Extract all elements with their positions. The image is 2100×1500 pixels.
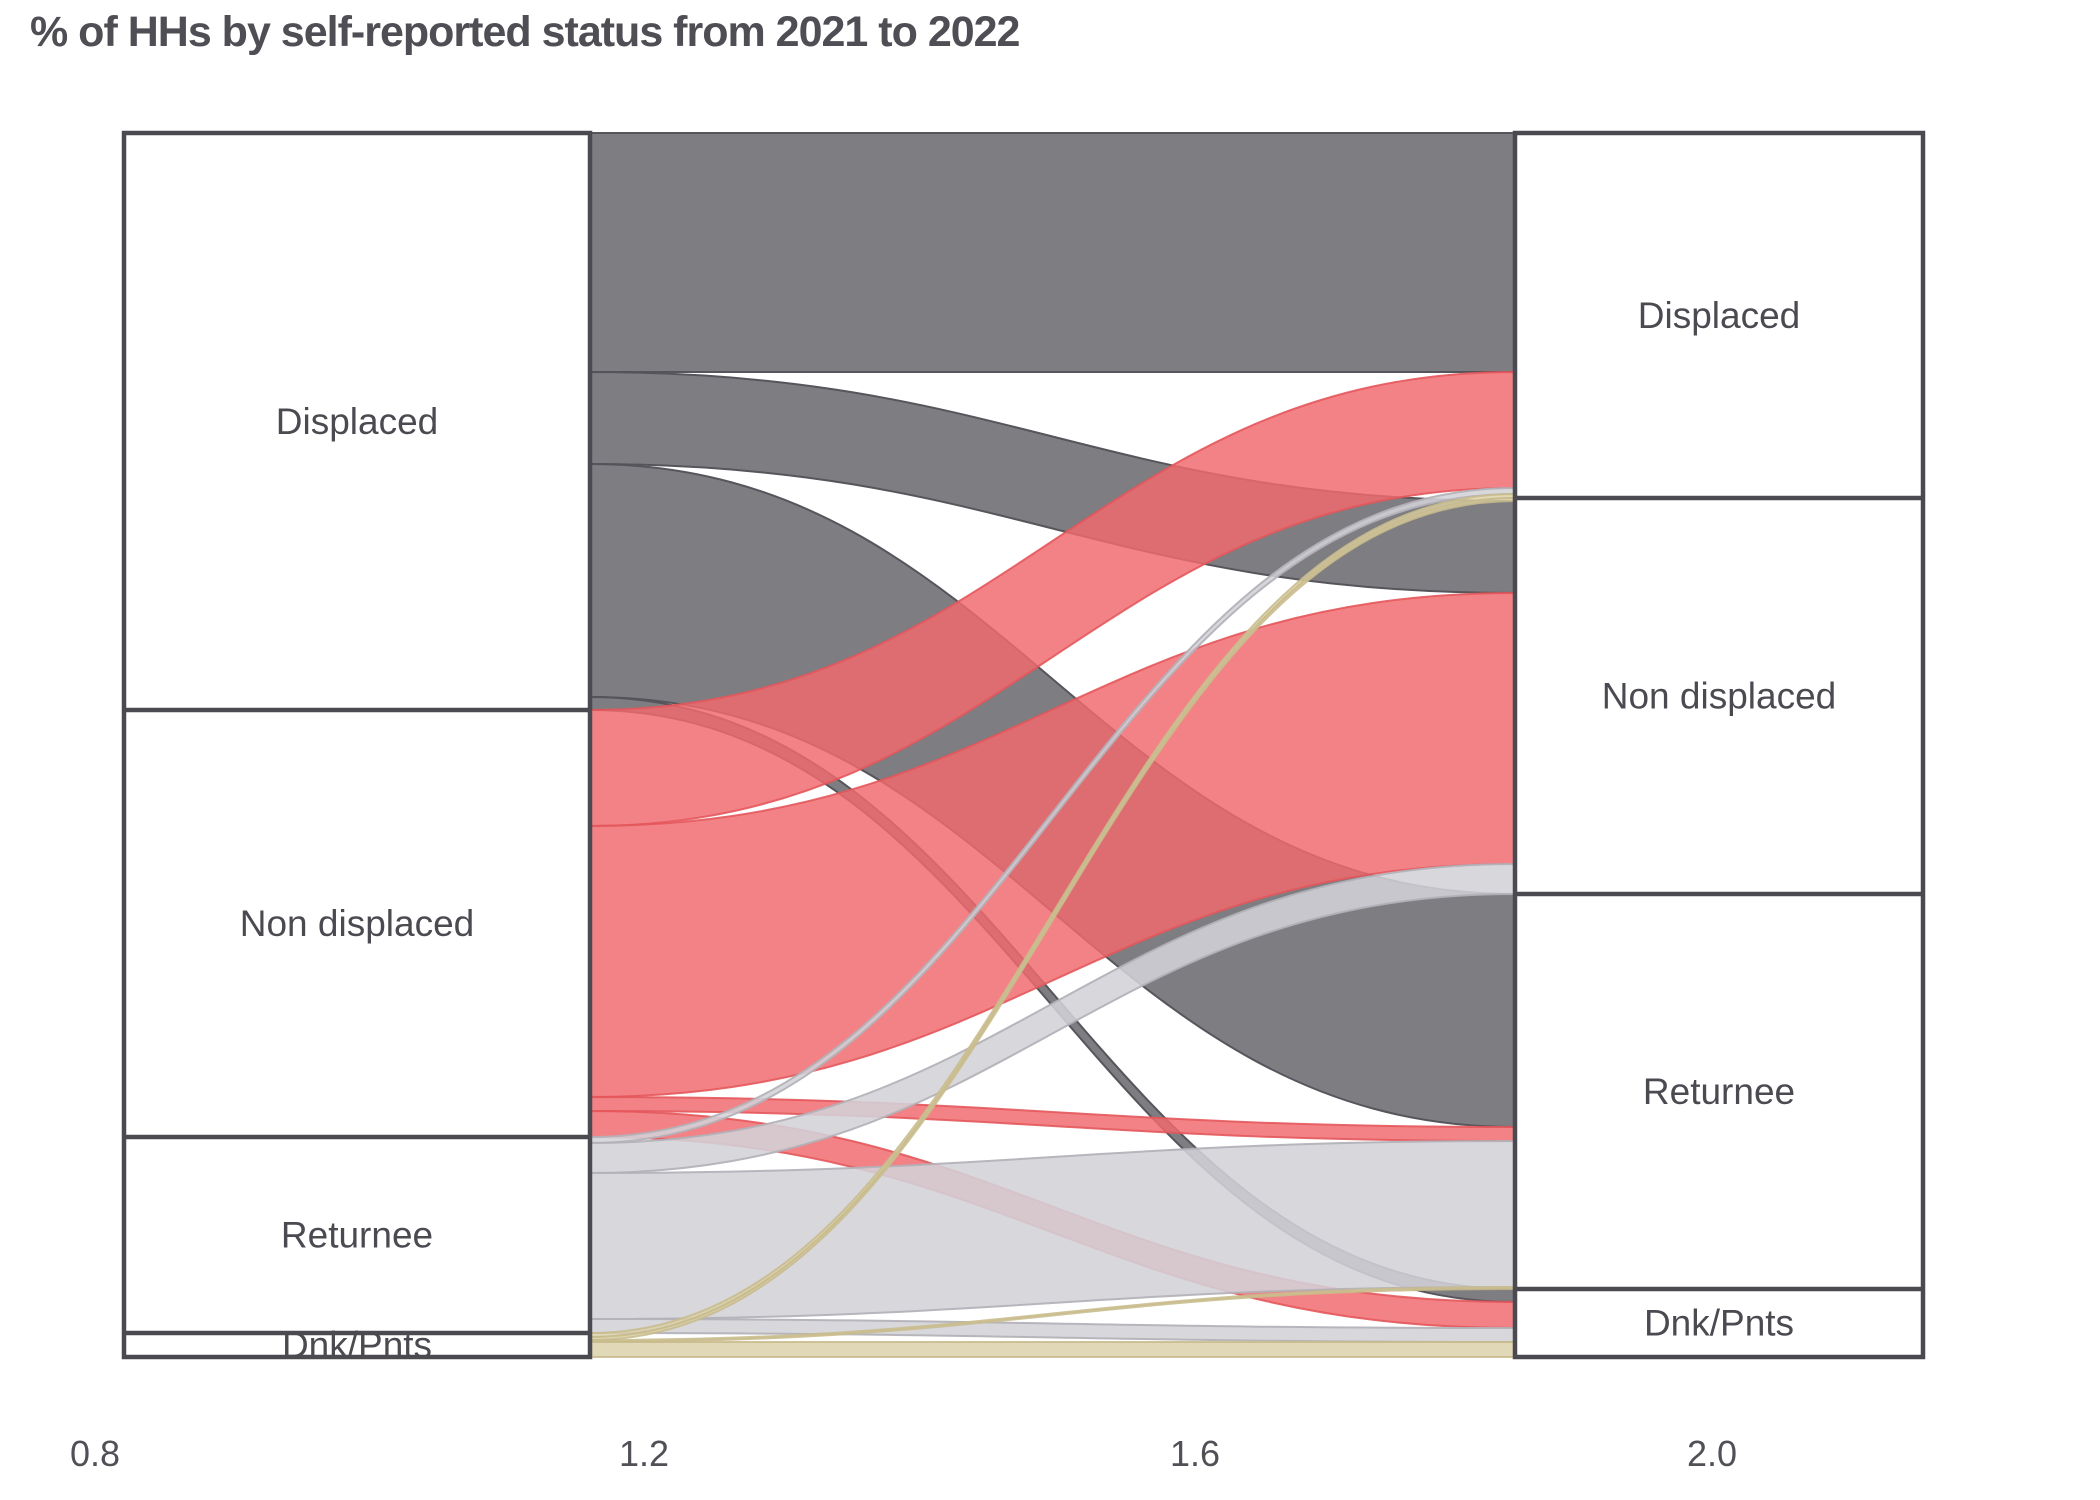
- x-axis-tick-1.2: 1.2: [618, 1433, 670, 1474]
- x-axis-tick-1.6: 1.6: [1169, 1433, 1221, 1474]
- stratum-label-dnk-pnts-2021: Dnk/Pnts: [282, 1325, 432, 1366]
- stratum-label-returnee-2021: Returnee: [281, 1215, 433, 1256]
- stratum-dnk-pnts-2021: [124, 1333, 590, 1357]
- stratum-non-displaced-2022: [1515, 498, 1923, 894]
- chart-title: % of HHs by self-reported status from 20…: [30, 8, 1020, 56]
- strata-layer: [121, 130, 1926, 1360]
- stratum-non-displaced-2021: [124, 710, 590, 1137]
- stratum-returnee-2021: [124, 1137, 590, 1333]
- stratum-label-non-displaced-2021: Non displaced: [240, 903, 474, 944]
- stratum-column-2021: [121, 130, 593, 1360]
- x-axis-tick-0.8: 0.8: [69, 1433, 121, 1474]
- stratum-displaced-2022: [1515, 133, 1923, 498]
- stratum-label-non-displaced-2022: Non displaced: [1602, 676, 1836, 717]
- stratum-label-dnk-pnts-2022: Dnk/Pnts: [1644, 1303, 1794, 1344]
- flow-displaced-to-displaced: [589, 131, 1516, 374]
- stratum-column-2022: [1512, 130, 1926, 1360]
- flow-returnee-to-returnee: [589, 1139, 1516, 1321]
- flows-layer: [589, 131, 1516, 1359]
- labels-layer: Displaced Non displaced Returnee Dnk/Pnts Di…: [240, 295, 1836, 1366]
- stratum-returnee-2022: [1515, 894, 1923, 1289]
- stratum-dnk-pnts-2022: [1515, 1289, 1923, 1357]
- flow-dnk-pnts-to-dnk-pnts: [589, 1340, 1516, 1359]
- stratum-displaced-2021: [124, 133, 590, 710]
- stratum-label-displaced-2021: Displaced: [276, 401, 438, 442]
- x-axis-tick-2.0: 2.0: [1686, 1433, 1738, 1474]
- stratum-label-returnee-2022: Returnee: [1643, 1071, 1795, 1112]
- stratum-label-displaced-2022: Displaced: [1638, 295, 1800, 336]
